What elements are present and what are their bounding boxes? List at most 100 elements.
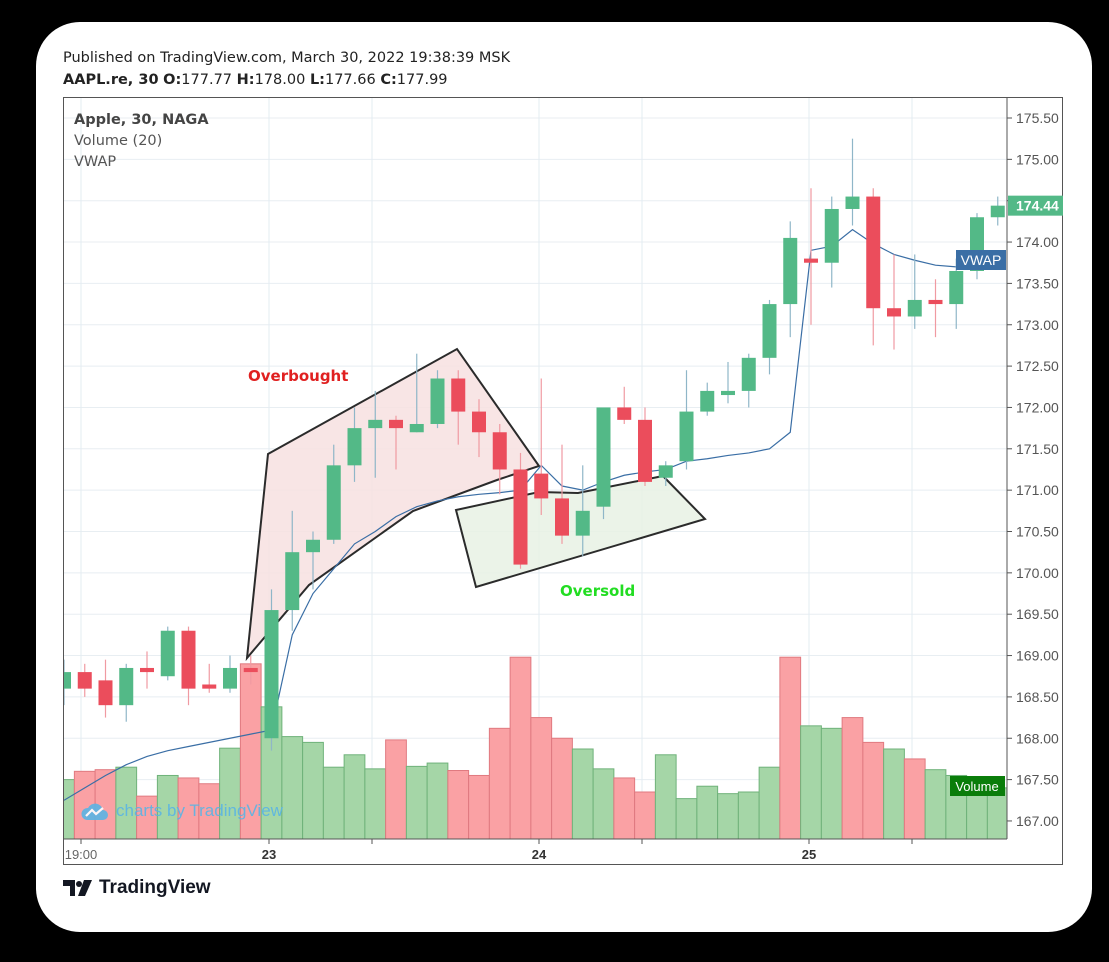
- candle: [513, 469, 528, 565]
- volume-bar: [281, 736, 304, 839]
- volume-bar: [800, 725, 822, 839]
- y-tick-label: 169.50: [1016, 606, 1059, 622]
- candle: [98, 680, 113, 706]
- volume-bar: [654, 754, 677, 839]
- y-tick-label: 172.50: [1016, 358, 1059, 374]
- candle: [534, 473, 549, 499]
- candle: [845, 196, 860, 209]
- y-tick-label: 168.50: [1016, 689, 1059, 705]
- volume-bar: [779, 656, 802, 839]
- svg-text:Volume: Volume: [955, 779, 998, 794]
- volume-bar: [634, 791, 656, 839]
- high-value: 178.00: [254, 72, 306, 88]
- candle: [783, 237, 798, 305]
- symbol-interval: AAPL.re, 30: [63, 72, 159, 88]
- candle: [492, 432, 507, 470]
- y-tick-label: 167.50: [1016, 772, 1059, 788]
- volume-bar: [903, 758, 926, 839]
- x-tick-label: 19:00: [65, 847, 98, 862]
- candle: [306, 539, 320, 553]
- candle: [223, 667, 237, 689]
- y-tick-label: 167.00: [1016, 813, 1059, 829]
- cloud-icon: [81, 803, 108, 820]
- tradingview-watermark: charts by TradingView: [80, 800, 283, 822]
- y-tick-label: 170.50: [1016, 524, 1059, 540]
- published-caption: Published on TradingView.com, March 30, …: [63, 50, 511, 66]
- y-tick-label: 173.00: [1016, 317, 1059, 333]
- candle: [617, 407, 632, 420]
- candle: [119, 667, 134, 706]
- candle: [472, 411, 486, 433]
- volume-bar: [64, 779, 75, 839]
- candle: [202, 684, 217, 689]
- candle: [887, 308, 901, 317]
- candle: [700, 390, 715, 412]
- legend-main-series: Apple, 30, NAGA: [74, 112, 209, 128]
- candle: [575, 510, 590, 536]
- volume-bar: [717, 793, 739, 839]
- candle: [243, 667, 258, 673]
- volume-bar: [924, 769, 947, 839]
- volume-bar: [613, 777, 636, 839]
- candle: [741, 357, 756, 391]
- candle: [140, 667, 154, 673]
- y-tick-label: 168.00: [1016, 730, 1059, 746]
- volume-bar: [343, 754, 366, 839]
- candle: [326, 465, 341, 540]
- y-tick-label: 175.00: [1016, 151, 1059, 167]
- volume-bar: [447, 770, 470, 839]
- candle: [77, 672, 92, 689]
- candle: [285, 552, 300, 611]
- tradingview-logo-text: TradingView: [99, 877, 211, 898]
- volume-bar: [530, 717, 553, 839]
- candle: [430, 378, 445, 424]
- vwap-line: [64, 228, 998, 801]
- x-tick-label: 24: [532, 847, 547, 862]
- candle: [347, 428, 362, 466]
- volume-bar: [322, 766, 345, 839]
- legend-vwap: VWAP: [74, 154, 117, 170]
- volume-bar: [571, 748, 594, 839]
- volume-bar: [509, 656, 532, 839]
- chart-frame: [63, 97, 1063, 865]
- volume-bar: [758, 766, 781, 839]
- x-tick-label: 25: [802, 847, 816, 862]
- candle: [264, 610, 279, 739]
- volume-bar: [302, 741, 324, 839]
- svg-text:174.44: 174.44: [1016, 198, 1059, 214]
- candle: [451, 378, 466, 412]
- volume-bar: [820, 727, 843, 839]
- candle: [64, 672, 71, 689]
- volume-bar: [696, 785, 719, 839]
- ohlc-line: AAPL.re, 30 O:177.77 H:178.00 L:177.66 C…: [63, 72, 448, 88]
- svg-text:VWAP: VWAP: [961, 252, 1002, 268]
- x-tick-label: 23: [262, 847, 276, 862]
- candle: [638, 419, 652, 482]
- legend-volume: Volume (20): [74, 133, 163, 149]
- volume-bar: [364, 768, 387, 839]
- volume-bar: [841, 717, 864, 839]
- last-price-badge: [1008, 195, 1063, 216]
- tradingview-logo[interactable]: TradingView: [63, 877, 211, 899]
- candle: [990, 205, 1005, 218]
- volume-bar: [405, 765, 428, 839]
- candle: [181, 630, 196, 689]
- volume-bar: [219, 747, 241, 839]
- watermark-text: charts by TradingView: [116, 801, 283, 820]
- candle: [679, 411, 694, 462]
- candle: [804, 258, 818, 263]
- y-tick-label: 171.50: [1016, 441, 1059, 457]
- close-value: 177.99: [396, 72, 448, 88]
- y-tick-label: 172.00: [1016, 399, 1059, 415]
- oversold-label: Oversold: [560, 582, 635, 600]
- volume-bar: [426, 762, 449, 839]
- candle: [928, 299, 943, 305]
- candle: [368, 419, 383, 429]
- candle: [658, 465, 673, 478]
- overbought-label: Overbought: [248, 367, 348, 385]
- low-value: 177.66: [324, 72, 376, 88]
- candle: [866, 196, 881, 309]
- volume-badge: [950, 776, 1005, 796]
- y-tick-label: 170.00: [1016, 565, 1059, 581]
